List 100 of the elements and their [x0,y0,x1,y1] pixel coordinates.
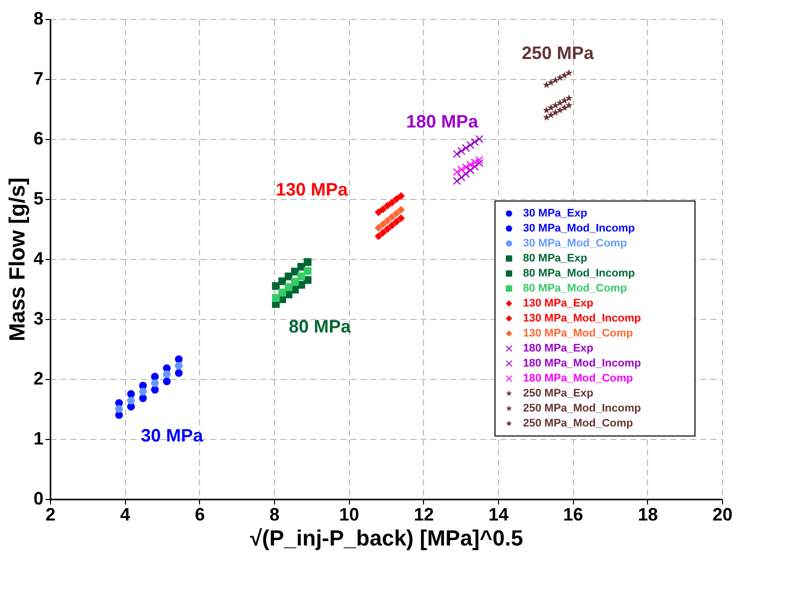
point [458,147,466,155]
point [462,144,470,152]
point [174,362,183,370]
y-tick-label: 8 [33,8,44,28]
legend-label: 130 MPa_Mod_Comp [523,328,634,340]
point [565,102,573,109]
x-tick-label: 20 [712,504,733,524]
point [552,102,560,109]
point [374,208,382,216]
point [304,267,312,275]
x-tick-label: 12 [414,504,434,524]
point [374,224,382,232]
point [151,379,159,388]
y-tick-label: 5 [33,188,44,208]
point [397,214,405,222]
annotation: 80 MPa [288,316,352,336]
annotation: 250 MPa [522,43,595,64]
point [470,158,479,166]
point [284,283,292,292]
x-tick-label: 16 [563,504,584,524]
point [297,272,306,280]
point [453,168,461,176]
y-tick-label: 3 [33,308,44,328]
point [162,378,171,386]
point [374,232,382,240]
legend-label: 30 MPa_Exp [523,208,588,220]
point [151,386,159,394]
point [470,138,479,146]
point [556,106,564,114]
point [560,96,568,104]
legend-label: 130 MPa_Mod_Incomp [523,312,642,324]
point [388,198,396,206]
y-tick-label: 2 [33,368,44,388]
x-tick-label: 14 [488,504,509,524]
legend-label: 130 MPa_Exp [523,298,594,310]
point [542,106,550,114]
legend-label: 250 MPa_Exp [523,388,594,400]
point [379,228,387,236]
point [115,405,123,413]
legend-label: 180 MPa_Mod_Incomp [523,358,642,370]
point [552,108,560,116]
point [384,225,392,233]
annotation: 130 MPa [276,180,349,200]
legend-label: 250 MPa_Mod_Incomp [523,402,642,414]
point [560,72,568,79]
x-axis-title: √(P_inj-P_back) [MPa]^0.5 [250,526,524,550]
x-tick-label: 8 [269,504,280,524]
point [556,74,564,81]
point [174,369,183,377]
x-tick-label: 6 [194,504,205,524]
point [384,202,392,210]
legend-label: 180 MPa_Exp [523,342,594,354]
point [392,218,400,226]
annotation: 180 MPa [406,112,480,132]
legend-label: 80 MPa_Mod_Comp [523,282,628,294]
legend-label: 250 MPa_Mod_Comp [523,418,634,430]
point [462,163,470,172]
point [547,78,555,86]
annotation: 30 MPa [140,426,204,446]
x-tick-label: 10 [339,504,360,524]
x-tick-label: 4 [120,504,130,524]
x-tick-label: 18 [638,504,658,524]
point [272,294,280,302]
point [174,355,183,364]
point [397,206,405,214]
point [379,220,387,228]
point [547,111,555,118]
point [565,94,573,102]
legend-label: 80 MPa_Exp [523,252,588,264]
point [392,195,400,203]
point [162,370,171,378]
legend-label: 30 MPa_Mod_Comp [523,238,628,250]
legend-label: 30 MPa_Mod_Incomp [523,222,636,234]
point [379,205,387,214]
point [139,388,147,396]
legend-label: 80 MPa_Mod_Incomp [523,268,636,280]
y-axis-title: Mass Flow [g/s] [4,178,30,342]
point [475,156,484,164]
point [384,216,392,224]
point [388,222,396,230]
point [304,258,312,266]
point [475,135,484,143]
point [453,177,461,185]
point [151,372,159,380]
point [139,394,147,402]
y-tick-label: 1 [33,428,44,448]
point [466,141,474,149]
legend-label: 180 MPa_Mod_Comp [523,372,634,384]
point [127,396,135,404]
point [560,104,568,111]
point [388,213,396,221]
point [547,104,555,111]
point [127,390,135,398]
point [397,192,405,200]
point [392,210,400,218]
y-tick-label: 4 [33,248,44,268]
y-tick-label: 7 [33,68,44,88]
y-tick-label: 6 [33,128,44,148]
point [453,150,461,158]
y-tick-label: 0 [33,488,44,508]
